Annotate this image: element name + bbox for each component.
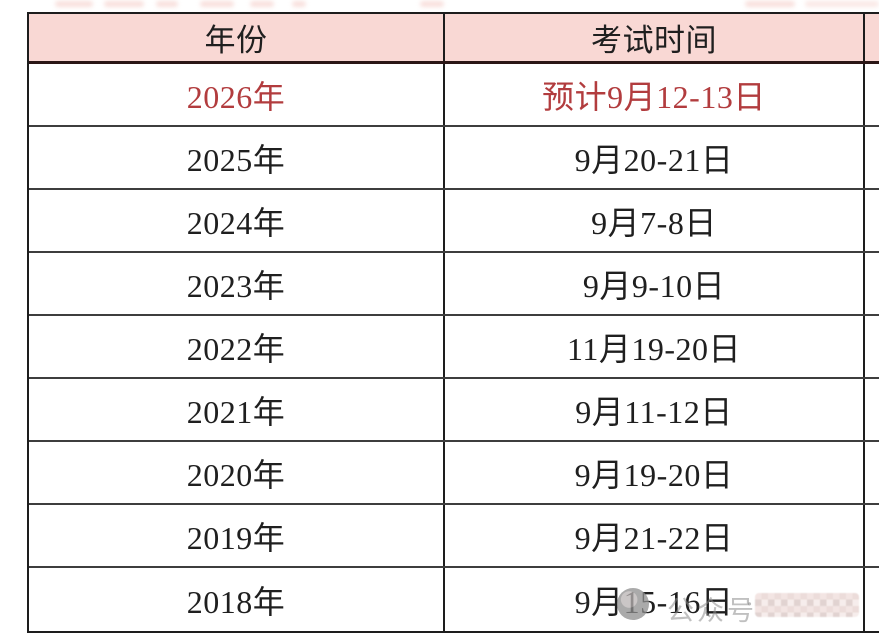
year-cell: 2018年: [29, 568, 445, 631]
time-cell: 预计9月12-13日: [445, 64, 865, 125]
cropped-cell: [865, 442, 879, 503]
table-row: 2024年 9月7-8日: [29, 190, 879, 253]
cropped-cell: [865, 253, 879, 314]
year-cell: 2025年: [29, 127, 445, 188]
time-cell: 9月21-22日: [445, 505, 865, 566]
header-time-cell: 考试时间: [445, 14, 865, 61]
cropped-cell: [865, 505, 879, 566]
year-cell: 2022年: [29, 316, 445, 377]
time-cell: 9月19-20日: [445, 442, 865, 503]
time-cell: 9月9-10日: [445, 253, 865, 314]
table-row: 2021年 9月11-12日: [29, 379, 879, 442]
year-cell: 2021年: [29, 379, 445, 440]
exam-schedule-table: 年份 考试时间 2026年 预计9月12-13日 2025年 9月20-21日 …: [27, 12, 879, 633]
top-edge-artifact: [104, 1, 144, 7]
header-cropped-cell: [865, 14, 879, 61]
year-cell: 2026年: [29, 64, 445, 125]
table-row: 2023年 9月9-10日: [29, 253, 879, 316]
cropped-cell: [865, 64, 879, 125]
top-edge-artifact: [200, 1, 234, 7]
year-cell: 2024年: [29, 190, 445, 251]
year-cell: 2023年: [29, 253, 445, 314]
table-row: 2019年 9月21-22日: [29, 505, 879, 568]
cropped-cell: [865, 316, 879, 377]
cropped-cell: [865, 379, 879, 440]
time-cell: 9月7-8日: [445, 190, 865, 251]
top-edge-artifact: [250, 1, 274, 7]
top-edge-artifact: [805, 1, 879, 7]
year-cell: 2020年: [29, 442, 445, 503]
cropped-cell: [865, 127, 879, 188]
year-cell: 2019年: [29, 505, 445, 566]
time-cell: 11月19-20日: [445, 316, 865, 377]
table-row: 2026年 预计9月12-13日: [29, 64, 879, 127]
cropped-cell: [865, 190, 879, 251]
top-edge-artifact: [55, 1, 93, 7]
time-cell: 9月11-12日: [445, 379, 865, 440]
table-row: 2025年 9月20-21日: [29, 127, 879, 190]
top-edge-artifact: [292, 1, 306, 7]
table-row: 2020年 9月19-20日: [29, 442, 879, 505]
time-cell: 9月20-21日: [445, 127, 865, 188]
top-edge-artifact: [156, 1, 178, 7]
table-row: 2018年 9月15-16日: [29, 568, 879, 631]
top-edge-artifact: [745, 1, 795, 7]
top-edge-artifact: [420, 1, 444, 7]
time-cell: 9月15-16日: [445, 568, 865, 631]
table-row: 2022年 11月19-20日: [29, 316, 879, 379]
table-header-row: 年份 考试时间: [29, 14, 879, 64]
cropped-cell: [865, 568, 879, 631]
header-year-cell: 年份: [29, 14, 445, 61]
